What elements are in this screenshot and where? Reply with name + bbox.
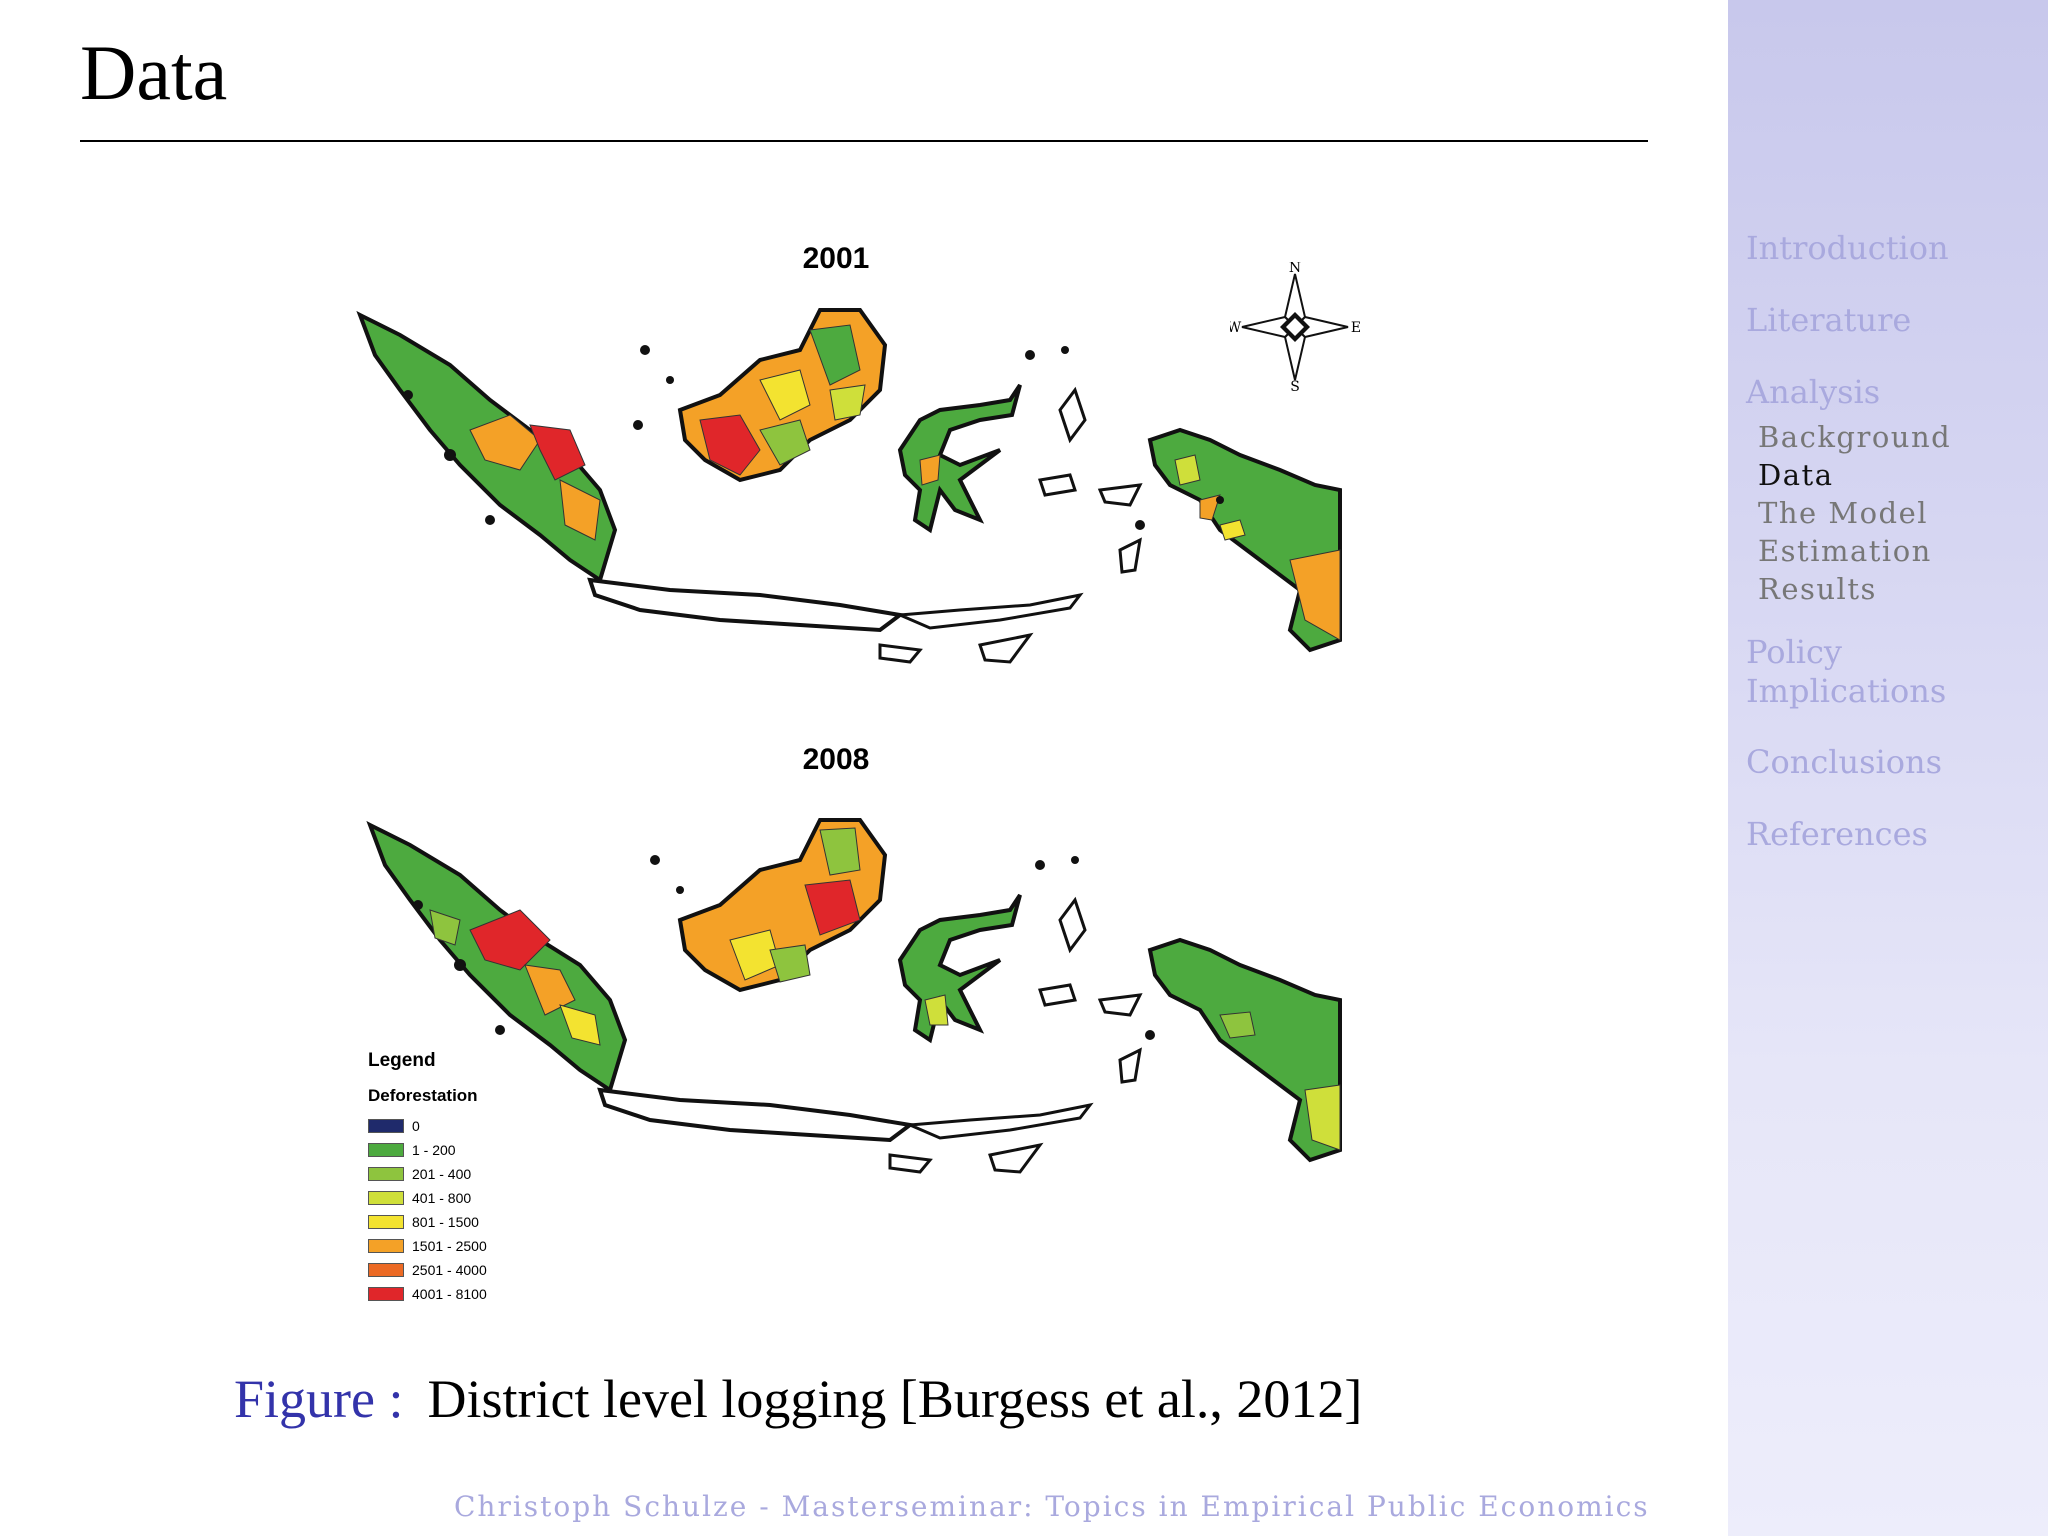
sidebar-item-implications[interactable]: Implications bbox=[1746, 672, 1947, 710]
map-2008-title: 2008 bbox=[802, 743, 870, 776]
legend-label: 1501 - 2500 bbox=[412, 1238, 487, 1254]
compass-e-label: E bbox=[1351, 320, 1360, 336]
figure-caption-label: Figure : bbox=[234, 1369, 404, 1429]
legend-item: 401 - 800 bbox=[368, 1186, 487, 1210]
map-2008 bbox=[366, 818, 1342, 1174]
figure-caption-text: District level logging [Burgess et al., … bbox=[427, 1369, 1363, 1429]
sidebar-subitem-results[interactable]: Results bbox=[1758, 572, 1877, 606]
legend-swatch bbox=[368, 1239, 404, 1253]
sidebar-subitem-the-model[interactable]: The Model bbox=[1758, 496, 1929, 530]
legend-item: 2501 - 4000 bbox=[368, 1258, 487, 1282]
map-2001 bbox=[356, 308, 1342, 664]
sidebar-item-policy[interactable]: Policy bbox=[1746, 633, 1842, 671]
legend-swatch bbox=[368, 1215, 404, 1229]
legend-item: 201 - 400 bbox=[368, 1162, 487, 1186]
legend-subtitle: Deforestation bbox=[368, 1086, 478, 1105]
legend-label: 4001 - 8100 bbox=[412, 1286, 487, 1302]
sidebar-subitem-background[interactable]: Background bbox=[1758, 420, 1952, 454]
java-island bbox=[587, 577, 905, 633]
legend-swatch bbox=[368, 1119, 404, 1133]
legend-swatch bbox=[368, 1143, 404, 1157]
legend-label: 2501 - 4000 bbox=[412, 1262, 487, 1278]
figure-caption: Figure : District level logging [Burgess … bbox=[234, 1368, 1362, 1430]
slide-title: Data bbox=[80, 29, 228, 116]
compass-w-label: W bbox=[1230, 320, 1242, 336]
legend-label: 801 - 1500 bbox=[412, 1214, 479, 1230]
sidebar-item-literature[interactable]: Literature bbox=[1746, 301, 1912, 339]
title-divider bbox=[80, 140, 1648, 142]
compass-rose-icon: N S W E bbox=[1230, 262, 1360, 392]
sidebar-subitem-data[interactable]: Data bbox=[1758, 458, 1834, 492]
legend-item: 1501 - 2500 bbox=[368, 1234, 487, 1258]
legend-label: 1 - 200 bbox=[412, 1142, 456, 1158]
slide-main: Data 2001 2008 bbox=[80, 29, 1650, 1523]
legend-swatch bbox=[368, 1167, 404, 1181]
sidebar-item-introduction[interactable]: Introduction bbox=[1746, 229, 1949, 267]
legend-swatch bbox=[368, 1191, 404, 1205]
papua-island bbox=[1147, 937, 1342, 1163]
compass-s-label: S bbox=[1290, 379, 1300, 392]
sulawesi-island bbox=[897, 383, 1022, 534]
sulawesi-island bbox=[897, 893, 1022, 1044]
legend-items: 0 1 - 200 201 - 400 401 - 800 801 - 1500… bbox=[368, 1114, 487, 1306]
papua-island bbox=[1147, 427, 1342, 653]
legend-label: 0 bbox=[412, 1118, 420, 1134]
sidebar-subitem-estimation[interactable]: Estimation bbox=[1758, 534, 1932, 568]
legend-item: 1 - 200 bbox=[368, 1138, 487, 1162]
sidebar bbox=[1728, 0, 2048, 1536]
sidebar-item-analysis[interactable]: Analysis bbox=[1746, 373, 1881, 411]
legend-label: 401 - 800 bbox=[412, 1190, 472, 1206]
legend-item: 801 - 1500 bbox=[368, 1210, 487, 1234]
legend-swatch bbox=[368, 1287, 404, 1301]
map-legend: Legend Deforestation 0 1 - 200 201 - 400… bbox=[368, 1050, 487, 1306]
legend-label: 201 - 400 bbox=[412, 1166, 472, 1182]
legend-item: 0 bbox=[368, 1114, 487, 1138]
java-island bbox=[597, 1087, 915, 1143]
map-2001-title: 2001 bbox=[802, 242, 870, 275]
sidebar-item-references[interactable]: References bbox=[1746, 815, 1928, 853]
compass-n-label: N bbox=[1289, 262, 1301, 276]
legend-swatch bbox=[368, 1263, 404, 1277]
sidebar-item-conclusions[interactable]: Conclusions bbox=[1746, 743, 1943, 781]
slide-footer: Christoph Schulze - Masterseminar: Topic… bbox=[454, 1490, 1650, 1523]
legend-item: 4001 - 8100 bbox=[368, 1282, 487, 1306]
legend-title: Legend bbox=[368, 1050, 436, 1071]
